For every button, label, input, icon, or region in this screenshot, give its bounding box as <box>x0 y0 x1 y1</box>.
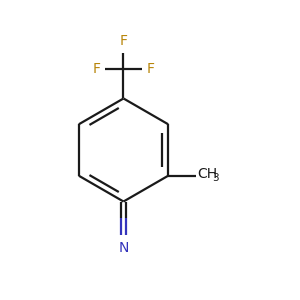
Text: 3: 3 <box>213 173 219 183</box>
Text: F: F <box>147 62 155 76</box>
Text: F: F <box>92 62 100 76</box>
Text: CH: CH <box>197 167 218 181</box>
Text: F: F <box>119 34 128 47</box>
Text: N: N <box>118 241 129 255</box>
